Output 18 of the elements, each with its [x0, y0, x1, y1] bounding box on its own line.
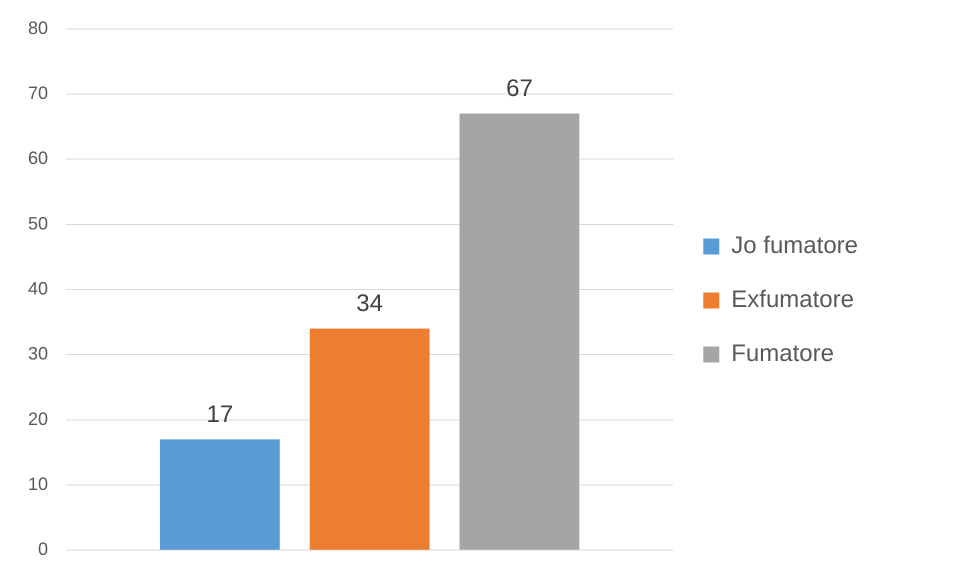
data-label: 17 [206, 401, 234, 428]
y-tick-label: 20 [28, 408, 48, 429]
y-tick-label: 70 [28, 82, 48, 103]
y-tick-label: 50 [28, 213, 48, 234]
y-tick-label: 10 [28, 474, 48, 494]
data-label: 67 [506, 75, 533, 102]
y-tick-label: 60 [28, 148, 48, 168]
y-tick-label: 0 [38, 539, 48, 560]
legend-label: Jo fumatore [731, 232, 858, 260]
y-tick-label: 30 [28, 344, 48, 364]
bar [160, 439, 280, 550]
bar [310, 328, 430, 550]
data-label: 34 [356, 290, 383, 318]
legend-label: Exfumatore [731, 286, 854, 314]
legend-label: Fumatore [731, 340, 834, 368]
y-tick-label: 40 [28, 278, 48, 298]
bar [460, 114, 580, 550]
y-tick-label: 80 [28, 18, 48, 38]
